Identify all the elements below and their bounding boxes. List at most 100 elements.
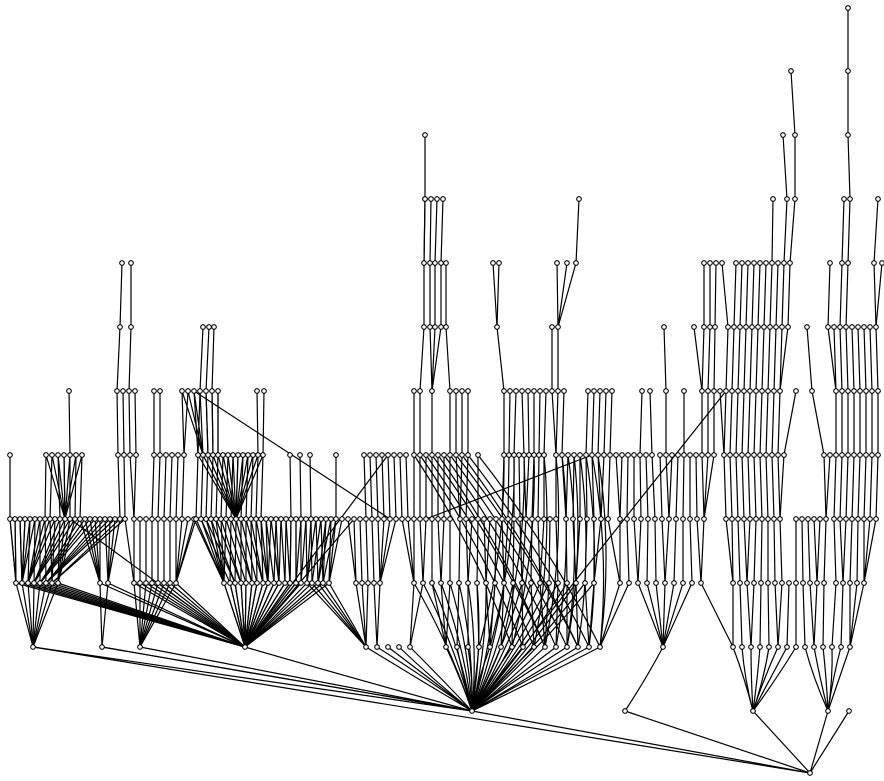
- graph-node: [77, 516, 83, 522]
- graph-node: [122, 516, 128, 522]
- graph-node: [367, 452, 373, 458]
- graph-node: [487, 644, 493, 650]
- graph-edge: [827, 262, 831, 328]
- graph-node: [553, 644, 559, 650]
- graph-edge: [731, 518, 734, 584]
- graph-edge: [637, 518, 642, 584]
- graph-edge: [753, 390, 757, 456]
- graph-node: [438, 580, 444, 586]
- graph-node: [345, 516, 351, 522]
- graph-node: [839, 388, 845, 394]
- graph-node: [559, 452, 565, 458]
- graph-node: [175, 452, 181, 458]
- graph-edge: [811, 390, 825, 456]
- graph-node: [498, 644, 504, 650]
- graph-node: [839, 260, 845, 266]
- graph-node: [549, 324, 555, 330]
- graph-node: [637, 452, 643, 458]
- graph-node: [717, 388, 723, 394]
- graph-edge: [723, 454, 727, 520]
- graph-node: [586, 644, 592, 650]
- graph-node: [811, 644, 817, 650]
- graph-node: [743, 324, 749, 330]
- graph-node: [811, 516, 817, 522]
- graph-edge: [759, 454, 763, 520]
- graph-edge: [527, 390, 530, 456]
- graph-edge: [696, 518, 702, 584]
- graph-edge: [615, 454, 621, 520]
- graph-node: [564, 580, 570, 586]
- graph-edge: [759, 582, 762, 648]
- graph-node: [411, 516, 417, 522]
- graph-node: [845, 5, 851, 11]
- graph-node: [443, 644, 449, 650]
- graph-node: [353, 580, 359, 586]
- graph-edge: [609, 390, 613, 456]
- graph-edge: [639, 454, 642, 520]
- graph-node: [298, 580, 304, 586]
- graph-edge: [849, 518, 853, 584]
- graph-node: [698, 580, 704, 586]
- graph-edge: [365, 582, 369, 648]
- graph-edge: [752, 646, 788, 712]
- graph-node: [725, 324, 731, 330]
- graph-edge: [401, 518, 415, 584]
- graph-node: [391, 452, 397, 458]
- graph-node: [447, 388, 453, 394]
- graph-edge: [802, 582, 806, 648]
- graph-node: [721, 452, 727, 458]
- graph-node: [501, 388, 507, 394]
- graph-node: [293, 580, 299, 586]
- graph-node: [689, 580, 695, 586]
- graph-node: [421, 324, 427, 330]
- graph-node: [441, 516, 447, 522]
- graph-node: [631, 452, 637, 458]
- graph-node: [845, 68, 851, 74]
- graph-edge: [624, 710, 811, 774]
- graph-edge: [779, 518, 783, 584]
- graph-node: [779, 324, 785, 330]
- graph-edge: [431, 582, 447, 648]
- graph-node: [297, 452, 303, 458]
- graph-edge: [833, 518, 837, 584]
- graph-node: [481, 516, 487, 522]
- graph-node: [570, 516, 576, 522]
- graph-edge: [873, 198, 879, 264]
- graph-edge: [328, 582, 367, 648]
- graph-edge: [575, 582, 579, 648]
- graph-edge: [299, 454, 302, 520]
- graph-edge: [225, 454, 229, 520]
- graph-node: [585, 388, 591, 394]
- graph-node: [465, 452, 471, 458]
- graph-edge: [555, 390, 559, 456]
- graph-node: [769, 260, 775, 266]
- graph-node: [191, 388, 197, 394]
- graph-edge: [713, 326, 716, 392]
- graph-node: [167, 580, 173, 586]
- graph-edge: [809, 710, 829, 774]
- graph-node: [639, 388, 645, 394]
- graph-node: [529, 516, 535, 522]
- graph-node: [510, 580, 516, 586]
- graph-node: [287, 580, 293, 586]
- graph-node: [869, 388, 875, 394]
- graph-edge: [781, 262, 785, 328]
- graph-edge: [181, 454, 185, 520]
- graph-node: [861, 324, 867, 330]
- graph-edge: [322, 518, 337, 584]
- graph-edge: [845, 262, 849, 328]
- graph-node: [179, 516, 185, 522]
- graph-edge: [423, 198, 426, 264]
- graph-edge: [663, 326, 667, 392]
- graph-node: [411, 580, 417, 586]
- graph-edge: [556, 262, 559, 328]
- graph-node: [411, 388, 417, 394]
- graph-edge: [508, 390, 511, 456]
- graph-node: [456, 580, 462, 586]
- graph-node: [867, 516, 873, 522]
- graph-node: [741, 516, 747, 522]
- graph-node: [737, 580, 743, 586]
- graph-edge: [169, 582, 246, 648]
- graph-edge: [701, 326, 705, 392]
- graph-edge: [267, 518, 272, 584]
